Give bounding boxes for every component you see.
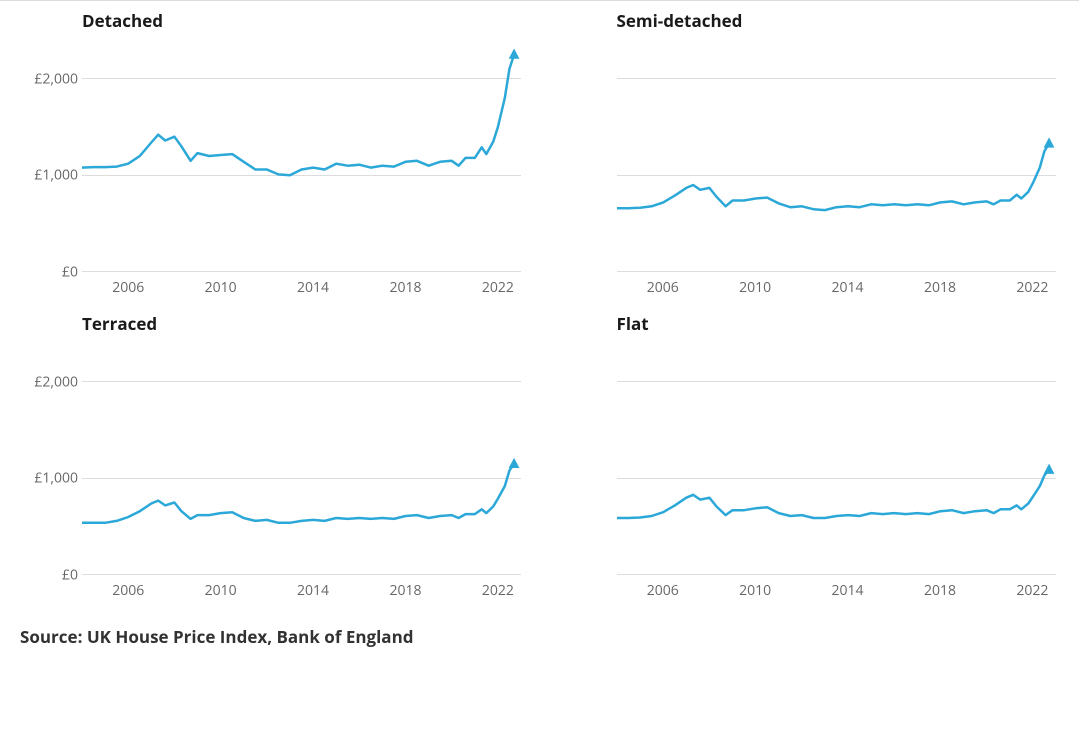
plot-svg	[617, 335, 1060, 575]
x-axis-label: 2010	[739, 278, 771, 297]
y-axis-label: £2,000	[20, 372, 78, 391]
x-axis-label: 2014	[297, 581, 329, 600]
y-axis-label: £1,000	[20, 469, 78, 488]
series-line	[617, 470, 1049, 518]
chart-grid: Detached £0£1,000£2,00020062010201420182…	[20, 9, 1059, 575]
page: Detached £0£1,000£2,00020062010201420182…	[0, 0, 1079, 748]
series-line	[82, 464, 514, 523]
x-axis-label: 2010	[739, 581, 771, 600]
x-axis-label: 2018	[924, 278, 956, 297]
x-axis-label: 2010	[205, 278, 237, 297]
y-axis-label: £0	[20, 263, 78, 282]
plot-svg	[82, 32, 525, 272]
end-marker-icon	[1043, 464, 1054, 474]
plot-svg	[82, 335, 525, 575]
x-axis-label: 2022	[482, 581, 514, 600]
x-axis-label: 2022	[1016, 581, 1048, 600]
x-axis-label: 2006	[112, 581, 144, 600]
y-axis-label: £0	[20, 566, 78, 585]
y-axis-label: £2,000	[20, 69, 78, 88]
panel-title: Terraced	[20, 312, 525, 335]
end-marker-icon	[509, 49, 520, 59]
series-line	[617, 143, 1049, 210]
x-axis-label: 2018	[389, 278, 421, 297]
source-line: Source: UK House Price Index, Bank of En…	[20, 625, 1059, 648]
plot-svg	[617, 32, 1060, 272]
panel-flat: Flat 20062010201420182022	[555, 312, 1060, 575]
panel-semi-detached: Semi-detached 20062010201420182022	[555, 9, 1060, 272]
x-axis-label: 2006	[647, 278, 679, 297]
x-axis-label: 2006	[647, 581, 679, 600]
x-axis-label: 2006	[112, 278, 144, 297]
panel-title: Detached	[20, 9, 525, 32]
chart-detached: £0£1,000£2,00020062010201420182022	[20, 32, 525, 272]
end-marker-icon	[509, 458, 520, 468]
x-axis-label: 2014	[832, 581, 864, 600]
panel-title: Flat	[555, 312, 1060, 335]
x-axis-label: 2010	[205, 581, 237, 600]
chart-terraced: £0£1,000£2,00020062010201420182022	[20, 335, 525, 575]
x-axis-label: 2018	[924, 581, 956, 600]
panel-terraced: Terraced £0£1,000£2,00020062010201420182…	[20, 312, 525, 575]
series-line	[82, 55, 514, 176]
x-axis-label: 2014	[297, 278, 329, 297]
panel-title: Semi-detached	[555, 9, 1060, 32]
x-axis-label: 2022	[1016, 278, 1048, 297]
end-marker-icon	[1043, 137, 1054, 147]
x-axis-label: 2018	[389, 581, 421, 600]
x-axis-label: 2014	[832, 278, 864, 297]
x-axis-label: 2022	[482, 278, 514, 297]
chart-flat: 20062010201420182022	[555, 335, 1060, 575]
y-axis-label: £1,000	[20, 166, 78, 185]
chart-semi-detached: 20062010201420182022	[555, 32, 1060, 272]
panel-detached: Detached £0£1,000£2,00020062010201420182…	[20, 9, 525, 272]
